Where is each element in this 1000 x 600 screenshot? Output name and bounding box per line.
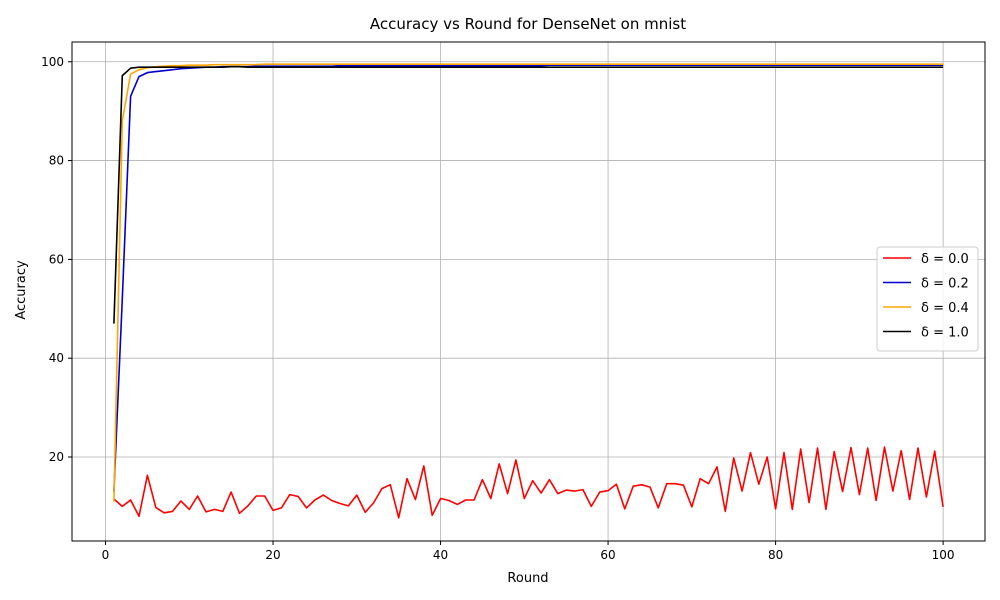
series-lines [113, 63, 944, 519]
y-axis-label: Accuracy [14, 260, 29, 320]
legend-box [876, 246, 979, 352]
chart-title: Accuracy vs Round for DenseNet on mnist [370, 15, 686, 33]
legend-label-1: δ = 0.2 [921, 277, 969, 292]
y-tick-label: 60 [49, 252, 64, 266]
x-axis-ticks: 0 20 40 60 80 100 [102, 541, 955, 562]
y-tick-label: 20 [49, 450, 64, 464]
legend-label-2: δ = 0.4 [921, 301, 969, 316]
plot-frame [71, 41, 986, 542]
legend-label-3: δ = 1.0 [921, 326, 969, 341]
legend-label-0: δ = 0.0 [921, 252, 969, 267]
y-axis-ticks: 20 40 60 80 100 [41, 55, 72, 464]
series-line-3 [113, 65, 944, 324]
y-tick-label: 40 [49, 351, 64, 365]
y-tick-label: 80 [49, 154, 64, 168]
x-tick-label: 0 [102, 548, 110, 562]
x-tick-label: 80 [768, 548, 783, 562]
x-tick-label: 20 [265, 548, 280, 562]
series-line-0 [113, 446, 944, 519]
x-tick-label: 100 [932, 548, 955, 562]
y-tick-label: 100 [41, 55, 64, 69]
series-line-2 [113, 63, 944, 502]
x-axis-label: Round [507, 571, 548, 586]
x-tick-label: 60 [600, 548, 615, 562]
x-tick-label: 40 [433, 548, 448, 562]
legend: δ = 0.0 δ = 0.2 δ = 0.4 δ = 1.0 [876, 246, 979, 352]
